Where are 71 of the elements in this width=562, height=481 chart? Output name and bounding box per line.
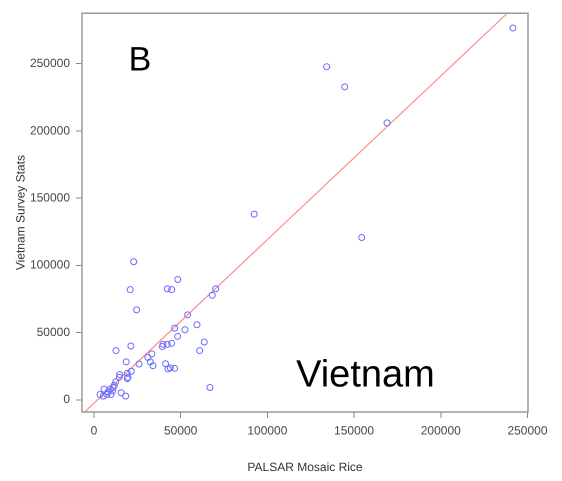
point bbox=[200, 338, 208, 346]
point bbox=[384, 119, 391, 126]
point bbox=[166, 364, 174, 372]
point bbox=[103, 391, 110, 398]
point bbox=[136, 360, 143, 368]
point bbox=[159, 340, 166, 348]
y-tick-label: 250000 bbox=[30, 56, 70, 70]
point bbox=[133, 306, 140, 314]
y-tick-label: 50000 bbox=[36, 324, 70, 339]
point bbox=[323, 63, 330, 70]
point bbox=[164, 285, 171, 292]
point bbox=[158, 343, 166, 350]
point bbox=[109, 387, 116, 394]
point bbox=[162, 360, 170, 368]
point bbox=[509, 24, 516, 32]
point bbox=[107, 391, 114, 398]
point bbox=[100, 386, 108, 393]
point bbox=[168, 286, 176, 294]
annotation: B bbox=[128, 40, 152, 78]
point bbox=[184, 311, 192, 318]
point bbox=[122, 392, 130, 400]
x-tick-label: 150000 bbox=[334, 424, 374, 438]
x-tick-label: 200000 bbox=[420, 424, 462, 438]
point bbox=[122, 358, 130, 366]
point bbox=[127, 342, 134, 350]
x-tick-label: 250000 bbox=[507, 424, 548, 438]
point bbox=[206, 384, 214, 392]
point bbox=[250, 210, 258, 218]
point bbox=[110, 382, 118, 389]
y-tick-label: 150000 bbox=[30, 190, 70, 204]
point bbox=[193, 321, 200, 328]
point bbox=[171, 364, 178, 372]
point bbox=[116, 371, 124, 378]
point bbox=[212, 285, 220, 292]
annotation: Vietnam bbox=[296, 354, 435, 396]
point bbox=[144, 354, 152, 361]
y-tick-label: 0 bbox=[63, 392, 70, 406]
point bbox=[96, 391, 104, 398]
x-tick-label: 0 bbox=[90, 424, 98, 438]
point bbox=[164, 340, 171, 348]
point bbox=[174, 332, 182, 340]
point bbox=[130, 258, 138, 266]
point bbox=[112, 347, 120, 354]
point bbox=[112, 378, 120, 386]
x-axis-title: PALSAR Mosaic Rice bbox=[247, 460, 363, 474]
point bbox=[100, 392, 107, 400]
point bbox=[168, 340, 176, 347]
point bbox=[124, 370, 131, 377]
point bbox=[106, 386, 114, 393]
point bbox=[196, 347, 204, 354]
point bbox=[128, 368, 135, 375]
point bbox=[174, 276, 182, 283]
x-tick-label: 50000 bbox=[164, 424, 198, 438]
point bbox=[182, 326, 189, 334]
y-tick-label: 100000 bbox=[30, 258, 70, 272]
point bbox=[116, 374, 123, 381]
point bbox=[110, 384, 117, 392]
point bbox=[148, 350, 156, 358]
point bbox=[164, 365, 172, 372]
y-tick-label: 200000 bbox=[30, 123, 70, 138]
y-axis-title: Vietnam Survey Stats bbox=[14, 155, 28, 270]
point bbox=[171, 324, 178, 332]
point bbox=[341, 83, 348, 90]
point bbox=[149, 362, 156, 370]
point bbox=[126, 286, 134, 294]
point bbox=[358, 234, 366, 242]
point bbox=[208, 292, 216, 299]
x-tick-label: 100000 bbox=[247, 424, 288, 438]
point bbox=[118, 389, 125, 396]
point bbox=[104, 388, 112, 396]
point bbox=[146, 358, 154, 366]
